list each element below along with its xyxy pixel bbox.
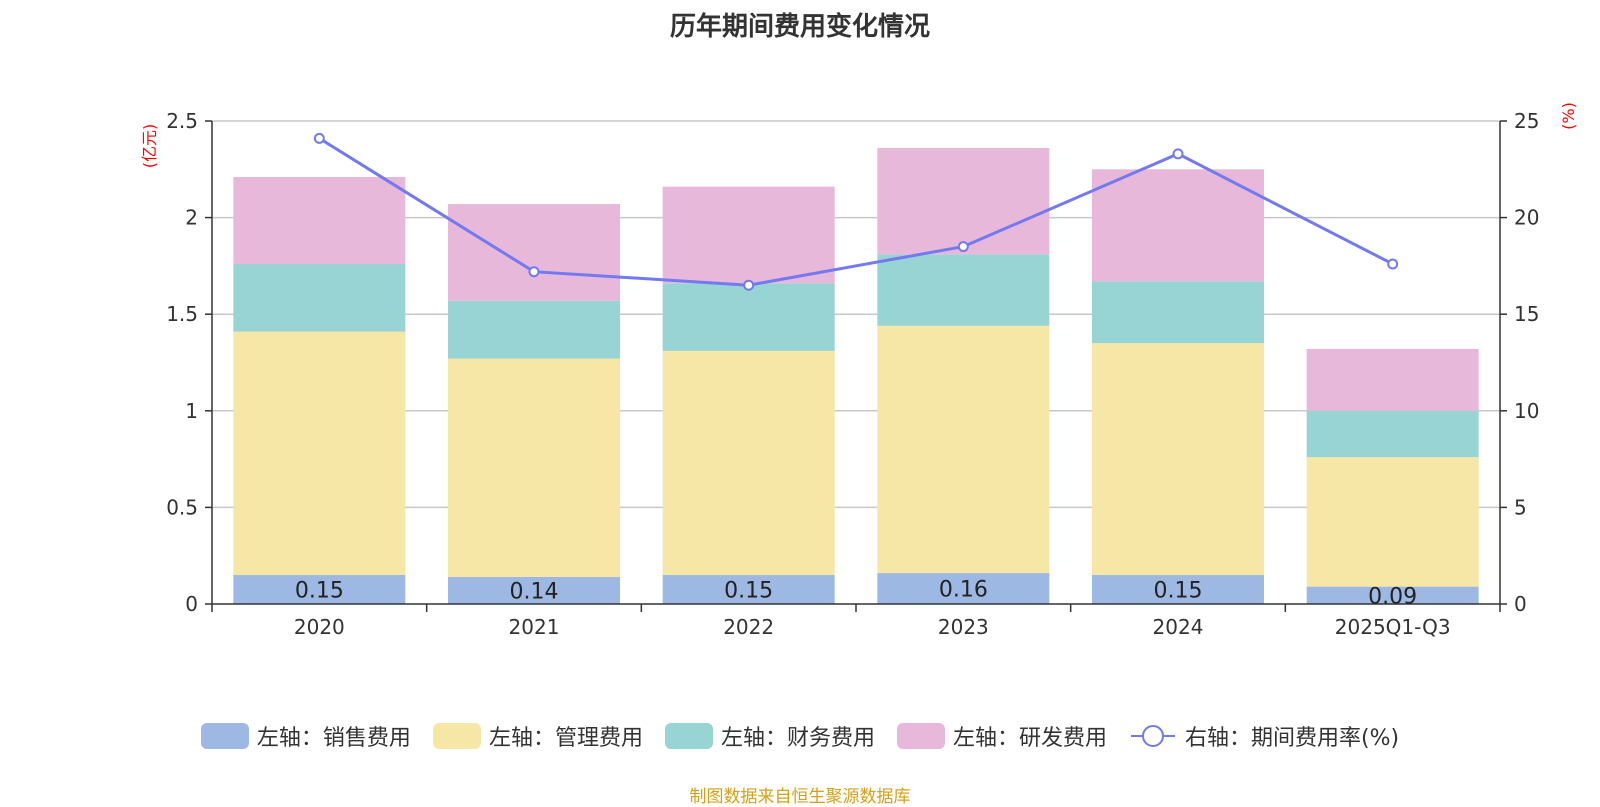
legend-item-expense-rate[interactable]: 右轴：期间费用率(%) [1129,720,1399,752]
legend-swatch-sales [200,723,249,749]
bar-segment-3 [1092,281,1264,344]
bar-data-label: 0.09 [1368,584,1417,609]
x-axis-tick-label: 2021 [509,615,560,639]
bar-segment-3 [662,283,835,351]
right-axis-tick-label: 20 [1514,206,1539,230]
right-axis-unit-label: (%) [1559,102,1578,130]
bar-segment-1 [1306,586,1479,604]
x-axis-tick-label: 2020 [294,615,345,639]
expense-rate-point [313,132,325,144]
expense-rate-point [1387,258,1399,270]
bar-segment-4 [448,204,620,301]
legend-line-marker-icon [1130,725,1175,747]
legend-label-finance: 左轴：财务费用 [720,726,875,751]
bar-segment-1 [877,573,1050,604]
bar-segment-4 [1306,348,1479,411]
legend-swatch-rnd [896,723,945,749]
bar-segment-1 [1092,575,1264,604]
bar-segment-1 [448,576,620,604]
legend-label-expense-rate: 右轴：期间费用率(%) [1184,726,1400,751]
bar-segment-3 [877,254,1050,326]
x-axis-tick-label: 2024 [1153,615,1204,639]
right-axis-tick-label: 10 [1514,399,1539,423]
legend-item-sales[interactable]: 左轴：销售费用 [200,720,411,752]
legend-item-admin[interactable]: 左轴：管理费用 [432,720,643,752]
bar-segment-3 [1306,410,1479,458]
bar-segment-4 [877,148,1050,255]
expense-rate-line [318,137,1394,287]
expense-rate-point [743,279,755,291]
right-axis-tick-label: 0 [1514,592,1527,616]
right-axis-tick-label: 25 [1514,109,1539,133]
right-axis-tick-label: 15 [1514,302,1539,326]
left-axis-unit-label: (亿元) [140,124,159,169]
bar-data-label: 0.15 [1154,579,1203,604]
left-axis-tick-label: 0.5 [166,495,198,519]
left-axis-tick-label: 0 [185,592,198,616]
expense-rate-point [957,241,969,253]
bar-segment-2 [877,325,1050,574]
legend-swatch-admin [432,723,481,749]
bar-segment-2 [1306,457,1479,587]
x-axis-tick-label: 2022 [723,615,774,639]
bar-segment-3 [233,263,406,332]
legend-item-finance[interactable]: 左轴：财务费用 [664,720,875,752]
bar-data-label: 0.14 [510,579,559,604]
bar-segment-3 [448,300,620,359]
bar-segment-2 [233,331,406,576]
data-source-note: 制图数据来自恒生聚源数据库 [689,787,911,807]
bar-segment-2 [448,358,620,577]
legend-item-rnd[interactable]: 左轴：研发费用 [896,720,1107,752]
bar-data-label: 0.15 [724,579,773,604]
bar-data-label: 0.15 [295,579,344,604]
bar-segment-4 [233,177,406,264]
left-axis-tick-label: 1 [185,399,198,423]
legend-label-sales: 左轴：销售费用 [256,726,411,751]
legend-label-rnd: 左轴：研发费用 [952,726,1107,751]
bar-segment-4 [662,186,835,284]
expense-rate-point [1172,148,1184,160]
bar-segment-2 [662,350,835,576]
bar-segment-4 [1092,169,1264,282]
bar-segment-1 [662,575,835,604]
bar-segment-1 [233,575,406,604]
chart-title: 历年期间费用变化情况 [669,12,930,42]
bar-data-label: 0.16 [939,578,988,603]
left-axis-tick-label: 2 [185,206,198,230]
left-axis-tick-label: 1.5 [166,302,198,326]
legend-swatch-finance [664,723,713,749]
x-axis-tick-label: 2025Q1-Q3 [1335,615,1451,639]
x-axis-tick-label: 2023 [938,615,989,639]
expense-rate-point [528,266,540,278]
right-axis-tick-label: 5 [1514,495,1527,519]
legend-label-admin: 左轴：管理费用 [488,726,643,751]
chart-legend: 左轴：销售费用 左轴：管理费用 左轴：财务费用 左轴：研发费用 右轴：期间费用率… [0,720,1600,752]
bar-segment-2 [1092,343,1264,576]
left-axis-tick-label: 2.5 [166,109,198,133]
